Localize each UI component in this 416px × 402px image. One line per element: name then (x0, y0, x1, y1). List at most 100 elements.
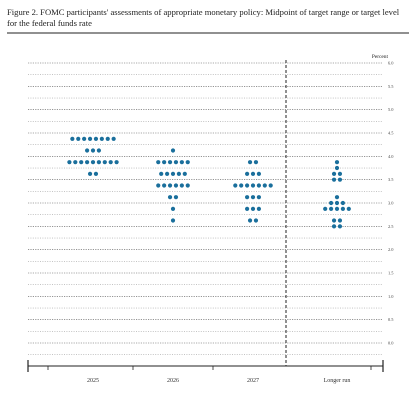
y-tick-label: 2.0 (388, 247, 394, 252)
participant-dot (346, 206, 351, 211)
y-tick-label: 0.0 (388, 341, 394, 346)
participant-dot (185, 160, 190, 165)
participant-dot (239, 183, 244, 188)
participant-dot (87, 171, 93, 176)
participant-dot (173, 183, 179, 188)
participant-dot (323, 206, 328, 211)
y-tick-label: 5.0 (388, 107, 394, 112)
participant-dot (250, 183, 256, 188)
participant-dot (245, 206, 250, 211)
participant-dot (268, 183, 273, 188)
y-tick-label: 2.5 (388, 224, 394, 229)
participant-dot (156, 183, 161, 188)
participant-dot (245, 195, 250, 200)
participant-dot (173, 160, 179, 165)
participant-dot (85, 160, 90, 165)
participant-dot (331, 171, 337, 176)
x-category-labels: 2025 2026 2027 Longer run (87, 378, 350, 384)
participant-dot (99, 136, 104, 141)
participant-dot (102, 160, 107, 165)
participant-dot (331, 218, 337, 223)
figure-title: Figure 2. FOMC participants' assessments… (7, 7, 400, 28)
participant-dot (73, 160, 78, 165)
participant-dot (90, 148, 96, 153)
participant-dot (337, 224, 343, 229)
y-tick-label: 6.0 (388, 61, 394, 66)
y-tick-label: 0.5 (388, 317, 394, 322)
y-tick-label: 4.5 (388, 131, 394, 136)
x-category-label: 2027 (247, 378, 259, 384)
participant-dot (250, 195, 256, 200)
participant-dot (90, 160, 96, 165)
x-category-label: 2026 (167, 378, 179, 384)
participant-dot (82, 136, 87, 141)
participant-dot (93, 171, 99, 176)
participant-dot (170, 206, 176, 211)
participant-dot (156, 160, 161, 165)
participant-dot (331, 224, 337, 229)
participant-dot (256, 206, 261, 211)
participant-dot (247, 218, 253, 223)
participant-dot (167, 160, 173, 165)
participant-dot (159, 171, 164, 176)
participant-dot (256, 183, 261, 188)
participant-dot (262, 183, 267, 188)
y-tick-label: 3.5 (388, 177, 394, 182)
participant-dot (179, 160, 184, 165)
participant-dot (337, 171, 343, 176)
participant-dot (340, 200, 345, 206)
participant-dot (331, 177, 337, 182)
participant-dot (67, 160, 72, 165)
x-axis (27, 360, 384, 372)
participant-dot (170, 148, 176, 153)
participant-dot (76, 136, 81, 141)
participant-dot (170, 218, 176, 223)
participant-dot (167, 183, 173, 188)
participant-dot (256, 195, 261, 200)
participant-dot (245, 183, 250, 188)
participant-dot (334, 200, 340, 206)
participant-dot (253, 218, 259, 223)
participant-dot (334, 165, 340, 171)
participant-dot (87, 136, 93, 141)
participant-dot (162, 183, 167, 188)
participant-dot (334, 160, 340, 165)
participant-dot (233, 183, 238, 188)
participant-dot (93, 136, 99, 141)
participant-dot (170, 171, 176, 176)
participant-dot (105, 136, 110, 141)
participant-dot (250, 171, 256, 176)
participant-dot (250, 206, 256, 211)
y-tick-labels: 0.0 0.5 1.0 1.5 2.0 2.5 3.0 3.5 4.0 4.5 5.0 5.5 6.0 (388, 61, 394, 346)
x-category-label: 2025 (87, 378, 99, 384)
participant-dot (162, 160, 167, 165)
participant-dot (96, 148, 101, 153)
participant-dot (329, 206, 334, 211)
x-category-label: Longer run (324, 378, 351, 384)
participant-dot (96, 160, 101, 165)
participant-dot (114, 160, 119, 165)
participant-dot (337, 218, 343, 223)
participant-dot (247, 160, 253, 165)
y-axis-unit-label: Percent (372, 54, 389, 60)
participant-dot (256, 171, 261, 176)
y-tick-label: 1.5 (388, 271, 394, 276)
participant-dot (253, 160, 259, 165)
participant-dot (167, 195, 173, 200)
participant-dot (176, 171, 181, 176)
participant-dot (85, 148, 90, 153)
participant-dot (79, 160, 84, 165)
participant-dot (185, 183, 190, 188)
participant-dot (334, 195, 340, 200)
grid-lines (28, 62, 383, 355)
participant-dot (70, 136, 75, 141)
participant-dot (182, 171, 187, 176)
participant-dot (329, 200, 334, 206)
y-tick-label: 1.0 (388, 294, 394, 299)
participant-dot (165, 171, 170, 176)
y-tick-label: 5.5 (388, 84, 394, 89)
y-tick-label: 3.0 (388, 201, 394, 206)
participant-dot (173, 195, 179, 200)
participant-dot (111, 136, 116, 141)
